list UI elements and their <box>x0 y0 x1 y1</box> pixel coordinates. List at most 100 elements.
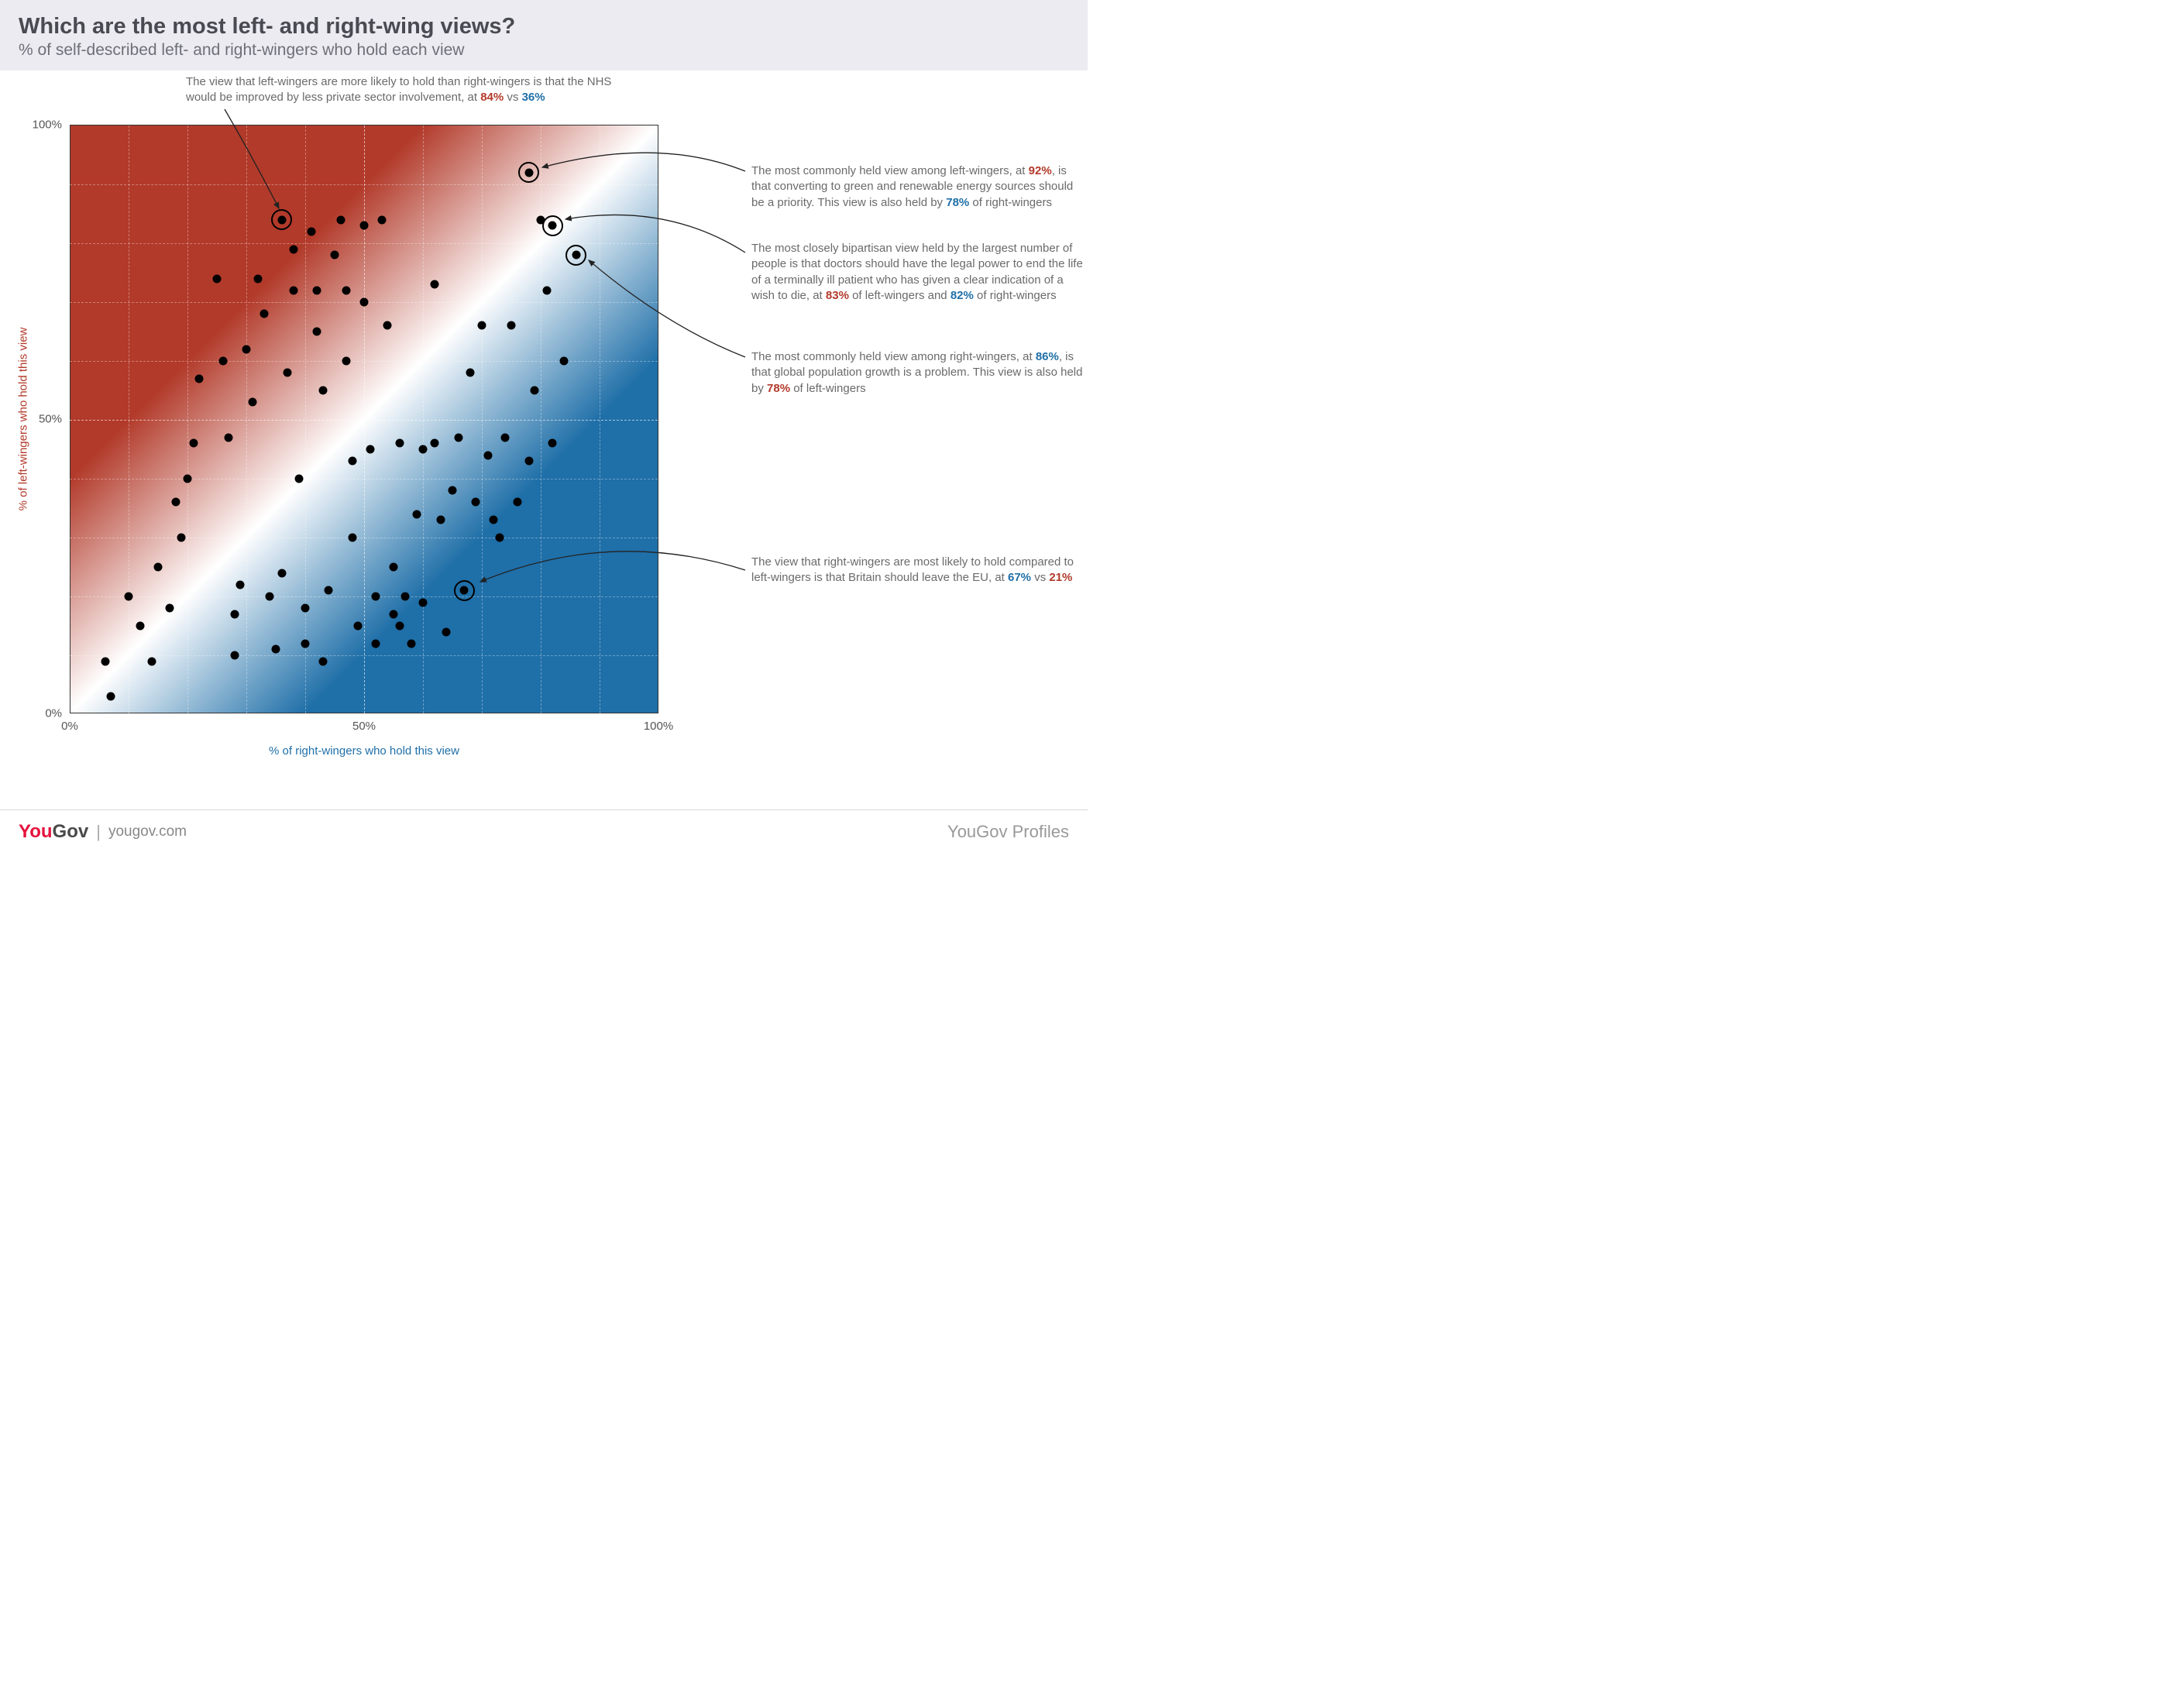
data-point <box>189 439 198 448</box>
data-point <box>501 433 510 442</box>
data-point <box>313 286 321 294</box>
y-tick: 100% <box>33 119 62 132</box>
data-point <box>107 692 115 701</box>
data-point <box>260 310 268 318</box>
data-point <box>318 387 327 395</box>
data-point <box>213 274 222 283</box>
data-point <box>401 593 410 601</box>
data-point <box>548 439 557 448</box>
data-point <box>331 251 339 259</box>
data-point <box>390 563 398 572</box>
data-point <box>395 439 404 448</box>
data-point <box>301 604 310 613</box>
data-point <box>248 398 256 407</box>
data-point <box>301 639 310 648</box>
data-point <box>242 345 251 353</box>
data-point <box>524 457 533 466</box>
data-point <box>377 215 386 224</box>
data-point <box>560 357 569 366</box>
data-point <box>472 498 480 507</box>
data-point <box>342 286 351 294</box>
data-point <box>366 445 374 454</box>
data-point <box>372 593 380 601</box>
footer: YouGov | yougov.com YouGov Profiles <box>0 809 1088 854</box>
data-point <box>360 222 369 230</box>
data-point <box>383 321 392 330</box>
data-point <box>125 593 133 601</box>
data-point <box>307 227 315 235</box>
data-point <box>348 534 356 542</box>
y-tick: 50% <box>39 413 62 426</box>
data-point <box>295 475 304 483</box>
data-point <box>184 475 192 483</box>
annotation-nhs: The view that left-wingers are more like… <box>186 74 620 106</box>
data-point <box>277 569 286 577</box>
data-point <box>289 286 297 294</box>
data-point <box>390 610 398 618</box>
x-axis-label: % of right-wingers who hold this view <box>269 744 459 758</box>
chart-title: Which are the most left- and right-wing … <box>19 14 1069 40</box>
data-point <box>195 374 204 383</box>
data-point <box>449 486 457 495</box>
data-point <box>490 516 498 524</box>
data-point <box>478 321 486 330</box>
data-point <box>230 610 239 618</box>
data-point <box>436 516 445 524</box>
highlighted-data-point <box>548 222 557 230</box>
data-point <box>419 445 428 454</box>
data-point <box>507 321 516 330</box>
data-point <box>360 298 369 307</box>
data-point <box>266 593 274 601</box>
data-point <box>313 328 321 336</box>
yougov-logo: YouGov <box>19 821 88 843</box>
data-point <box>413 510 421 518</box>
data-point <box>537 215 545 224</box>
data-point <box>354 622 363 631</box>
data-point <box>325 586 333 595</box>
data-point <box>395 622 404 631</box>
highlighted-data-point <box>524 168 533 177</box>
data-point <box>483 451 492 459</box>
data-point <box>531 387 539 395</box>
highlighted-data-point <box>572 251 580 259</box>
data-point <box>225 433 233 442</box>
data-point <box>318 657 327 665</box>
data-point <box>284 369 292 377</box>
data-point <box>407 639 415 648</box>
data-point <box>136 622 145 631</box>
data-point <box>442 627 451 636</box>
data-point <box>171 498 180 507</box>
data-point <box>166 604 174 613</box>
data-point <box>431 439 439 448</box>
logo-block: YouGov | yougov.com <box>19 821 187 843</box>
data-point <box>348 457 356 466</box>
highlighted-data-point <box>277 215 286 224</box>
highlighted-data-point <box>460 586 469 595</box>
data-point <box>148 657 156 665</box>
data-point <box>466 369 474 377</box>
annotation-green-energy: The most commonly held view among left-w… <box>751 163 1085 211</box>
data-point <box>372 639 380 648</box>
data-point <box>236 580 245 589</box>
chart-area: % of right-wingers who hold this view % … <box>70 125 658 713</box>
scatter-plot <box>70 125 658 713</box>
data-point <box>431 280 439 289</box>
data-point <box>419 598 428 607</box>
data-point <box>230 651 239 660</box>
x-tick: 50% <box>352 720 376 733</box>
data-point <box>336 215 345 224</box>
data-point <box>177 534 186 542</box>
data-point <box>101 657 109 665</box>
chart-subtitle: % of self-described left- and right-wing… <box>19 41 1069 60</box>
data-point <box>272 645 280 654</box>
data-point <box>154 563 163 572</box>
x-tick: 100% <box>644 720 673 733</box>
data-point <box>495 534 504 542</box>
annotation-population: The most commonly held view among right-… <box>751 349 1085 397</box>
data-point <box>218 357 227 366</box>
data-point <box>454 433 462 442</box>
x-tick: 0% <box>61 720 78 733</box>
data-point <box>289 245 297 253</box>
y-axis-label: % of left-wingers who hold this view <box>17 328 30 511</box>
footer-url: yougov.com <box>108 823 187 840</box>
